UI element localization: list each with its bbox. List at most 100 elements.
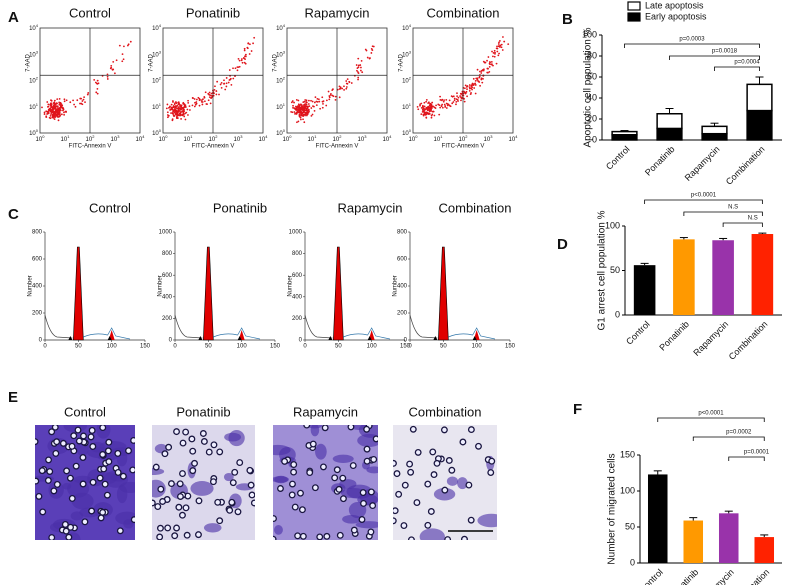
cell-dot: [63, 111, 65, 114]
y-tick-label: 60: [587, 71, 597, 81]
cell: [407, 536, 415, 540]
tick-base: 10: [152, 131, 159, 137]
tick-exp: 2: [339, 134, 342, 139]
y-tick-label: 101: [152, 102, 162, 111]
cell: [350, 526, 358, 534]
cell-dot: [182, 102, 185, 105]
cell-dot: [481, 81, 484, 84]
stain: [306, 425, 323, 429]
cell-dot: [432, 110, 435, 113]
cell-dot: [357, 76, 360, 79]
cell-dot: [491, 50, 493, 53]
cell-dot: [466, 85, 469, 88]
cell-dot: [123, 45, 125, 48]
cell-dot: [429, 109, 432, 111]
cell: [393, 459, 397, 467]
cell-dot: [188, 105, 191, 108]
cell-dot: [73, 103, 75, 106]
cell: [321, 425, 329, 432]
cell-dot: [203, 96, 206, 99]
y-tick-label: 0: [299, 338, 303, 344]
cell-dot: [445, 107, 448, 109]
cell: [81, 518, 89, 526]
cell-dot: [308, 99, 310, 102]
cell-dot: [445, 98, 448, 101]
cell-dot: [456, 95, 459, 98]
x-tick-label: 101: [61, 134, 71, 143]
cell-dot: [53, 99, 56, 102]
y-tick-label: 200: [32, 311, 43, 317]
cell: [358, 516, 366, 523]
cell-dot: [203, 100, 206, 103]
cell: [309, 440, 317, 448]
tick-base: 10: [159, 137, 166, 143]
micrograph: [35, 425, 135, 540]
cell: [273, 535, 277, 540]
cell-dot: [466, 88, 468, 91]
cell-dot: [442, 100, 445, 103]
cell-dot: [215, 90, 218, 92]
tick-base: 10: [209, 137, 216, 143]
cell-dot: [498, 41, 500, 44]
cell-dot: [456, 92, 458, 95]
cell-dot: [46, 112, 49, 115]
y-tick-label: 103: [152, 49, 162, 58]
cell: [281, 457, 289, 465]
cell-dot: [184, 118, 187, 121]
cell: [349, 462, 357, 470]
cell-dot: [214, 85, 216, 88]
cell-dot: [76, 99, 79, 102]
cell: [62, 527, 70, 535]
cell-dot: [302, 106, 305, 109]
cell-dot: [230, 83, 233, 86]
cell-dot: [200, 99, 203, 102]
cell-dot: [315, 100, 318, 103]
cell: [66, 474, 74, 482]
y-tick-label: 101: [402, 102, 412, 111]
cell-dot: [302, 118, 304, 121]
cell-dot: [180, 106, 182, 109]
cell-dot: [431, 101, 434, 104]
significance-label: N.S: [748, 216, 758, 222]
y-tick-label: 1000: [159, 230, 173, 236]
stain: [446, 476, 459, 486]
cell-dot: [193, 98, 196, 100]
cell: [176, 493, 184, 500]
cell: [475, 442, 482, 450]
cell-dot: [433, 114, 436, 117]
x-tick-label: 150: [400, 344, 411, 350]
cell-dot: [195, 98, 198, 101]
cell-dot: [58, 101, 61, 104]
cell: [65, 533, 73, 540]
cell: [80, 432, 87, 440]
g1-peak: [438, 246, 449, 341]
cell: [35, 438, 39, 446]
significance-bracket: [728, 456, 765, 461]
tick-exp: 1: [409, 102, 412, 107]
cell-dot: [495, 62, 498, 65]
cell: [114, 449, 122, 457]
cell: [164, 524, 172, 532]
cell-dot: [329, 94, 332, 96]
cell-dot: [322, 102, 324, 105]
cell: [336, 531, 344, 539]
cell-dot: [474, 79, 477, 82]
cell: [68, 442, 76, 450]
stain: [62, 482, 72, 490]
x-tick-label: Control: [604, 144, 632, 172]
cell: [130, 436, 135, 444]
cell-dot: [296, 121, 298, 124]
cell-dot: [457, 96, 460, 99]
y-tick-label: 80: [587, 50, 597, 60]
y-tick-label: 0: [592, 134, 597, 144]
cell: [173, 524, 181, 532]
s-phase: [213, 327, 261, 340]
y-tick-label: 400: [397, 284, 408, 290]
bar-segment: [656, 113, 683, 130]
cell-dot: [69, 101, 72, 104]
cell-dot: [243, 49, 246, 52]
cell-dot: [95, 82, 98, 85]
cell-dot: [93, 78, 96, 81]
cell-dot: [65, 99, 68, 102]
micrograph: [152, 425, 255, 540]
